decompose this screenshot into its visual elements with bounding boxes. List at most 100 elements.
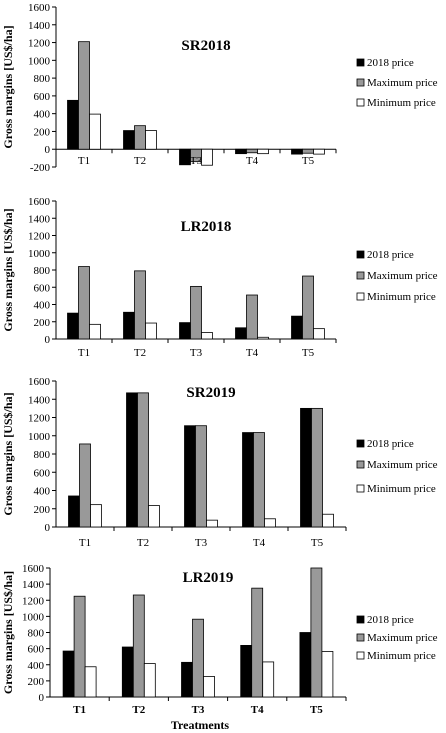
panel-2-y-tick-label: 0 (45, 334, 51, 346)
panel-4-legend-swatch (356, 615, 365, 624)
panel-2-bar-t3-maximum-price (190, 285, 202, 340)
panel-4-legend-swatch (356, 651, 365, 660)
panel-1-y-tick-label: 600 (34, 91, 51, 103)
panel-3-legend-swatch (356, 484, 365, 493)
panel-3-bar-t5-2018-price (300, 407, 312, 528)
panel-3-bar-t4-maximum-price (253, 432, 265, 528)
panel-1-sr2018: -200 0 200 400 600 800 1000 1200 1400 1600 T1 T2 T3 T… (1, 2, 438, 174)
panel-2-category-label: T4 (246, 347, 259, 359)
panel-1-bar-t5-minimum-price (313, 148, 325, 155)
panel-1-y-tick-label: -200 (30, 162, 51, 174)
panel-4-x-axis-label: Treatments (171, 718, 230, 732)
panel-4-bar-t2-minimum-price (143, 663, 156, 698)
panel-4-y-tick-label: 1600 (22, 563, 45, 575)
panel-4-y-tick-label: 1200 (22, 595, 45, 607)
panel-3-category-label: T2 (137, 537, 149, 549)
panel-1-bar-t4-2018-price (235, 148, 247, 155)
panel-2-category-label: T2 (134, 347, 146, 359)
panel-4-y-axis-label: Gross margins [US$/ha] (1, 571, 15, 694)
panel-4-bar-t3-maximum-price (192, 618, 204, 698)
panel-4-category-label: T1 (73, 704, 86, 716)
panel-3-y-tick-label: 0 (45, 522, 51, 534)
panel-2-lr2018: 0 200 400 600 800 1000 1200 1400 1600 T1 T2 T3 T4 T5 L… (1, 196, 438, 359)
panel-3-y-tick-label: 600 (34, 467, 51, 479)
panel-4-category-label: T4 (251, 704, 264, 716)
panel-2-legend-swatch (356, 250, 365, 259)
panel-3-bar-t4-2018-price (242, 432, 254, 528)
panel-4-bar-t1-maximum-price (73, 595, 86, 698)
panel-2-y-axis-label: Gross margins [US$/ha] (1, 208, 15, 331)
panel-4-category-label: T5 (310, 704, 323, 716)
panel-2-bar-t4-maximum-price (246, 294, 258, 340)
panel-2-legend-label: Maximum price (367, 270, 438, 282)
panel-1-bar-t2-minimum-price (145, 130, 157, 150)
panel-3-legend-label: Maximum price (367, 459, 438, 471)
panel-4-category-label: T3 (192, 704, 205, 716)
panel-2-bar-t1-minimum-price (89, 323, 101, 340)
panel-1-legend-swatch (356, 78, 365, 87)
panel-2-bar-t1-2018-price (67, 312, 79, 340)
panel-3-bar-t3-minimum-price (206, 519, 218, 528)
panel-3-y-tick-label: 800 (34, 449, 51, 461)
panel-1-category-label: T2 (134, 155, 146, 167)
panel-4-y-tick-label: 800 (28, 628, 45, 640)
panel-4-legend-label: Maximum price (367, 632, 438, 644)
panel-4-bar-t5-maximum-price (310, 567, 323, 698)
panel-2-legend-swatch (356, 292, 365, 301)
panel-2-title: LR2018 (181, 219, 232, 235)
panel-4-bar-t2-maximum-price (132, 594, 145, 698)
panel-2-bar-t3-2018-price (179, 322, 191, 340)
panel-4-bar-t3-2018-price (181, 661, 193, 698)
panel-4-bar-t3-minimum-price (203, 676, 215, 698)
panel-3-y-tick-label: 400 (34, 486, 51, 498)
panel-3-bar-t5-minimum-price (322, 513, 334, 528)
panel-3-y-axis-label: Gross margins [US$/ha] (1, 392, 15, 515)
panel-1-y-tick-label: 400 (34, 109, 51, 121)
panel-3-y-tick-label: 1600 (28, 376, 51, 388)
panel-4-legend-label: Minimum price (367, 650, 436, 662)
panel-3-legend-label: Minimum price (367, 483, 436, 495)
panel-1-category-label: T4 (246, 155, 259, 167)
panel-1-legend-label: Minimum price (367, 97, 436, 109)
panel-2-y-tick-label: 1400 (28, 213, 51, 225)
panel-3-title: SR2019 (186, 385, 235, 401)
panel-3-category-label: T1 (79, 537, 91, 549)
panel-3-y-tick-label: 1000 (28, 431, 51, 443)
panel-2-bar-t1-maximum-price (78, 266, 90, 340)
panel-3-y-tick-label: 200 (34, 504, 51, 516)
panel-2-y-tick-label: 600 (34, 282, 51, 294)
panel-1-legend-swatch (356, 58, 365, 67)
panel-4-bar-t4-minimum-price (262, 661, 275, 698)
panel-2-y-tick-label: 400 (34, 300, 51, 312)
panel-4-bar-t2-2018-price (121, 646, 134, 698)
panel-4-legend-label: 2018 price (367, 614, 414, 626)
panel-4-bar-t1-minimum-price (84, 666, 97, 698)
panel-3-bar-t5-maximum-price (311, 407, 323, 528)
panel-1-y-tick-label: 1200 (28, 38, 51, 50)
panel-2-bar-t2-maximum-price (134, 270, 146, 340)
panel-2-bar-t4-minimum-price (257, 336, 269, 340)
panel-2-bar-t5-2018-price (291, 315, 303, 340)
panel-1-category-label: T5 (302, 155, 315, 167)
panel-1-bar-t3-minimum-price (201, 148, 213, 166)
panel-2-bar-t5-minimum-price (313, 328, 325, 340)
panel-2-legend-swatch (356, 271, 365, 280)
panel-2-category-label: T3 (190, 347, 203, 359)
panel-1-legend-label: 2018 price (367, 57, 414, 69)
panel-2-y-tick-label: 200 (34, 317, 51, 329)
panel-4-bar-t5-2018-price (299, 632, 312, 698)
panel-4-y-tick-label: 200 (28, 676, 45, 688)
panel-4-category-label: T2 (132, 704, 145, 716)
panel-3-sr2019: 0 200 400 600 800 1000 1200 1400 1600 T1 T2 T3 T4 T5 S… (1, 376, 438, 549)
panel-1-y-tick-label: 800 (34, 73, 51, 85)
panel-4-y-tick-label: 1400 (22, 579, 45, 591)
panel-3-bar-t2-minimum-price (148, 505, 160, 528)
panel-3-bar-t2-2018-price (126, 392, 138, 528)
panel-3-legend-label: 2018 price (367, 438, 414, 450)
panel-2-y-tick-label: 1000 (28, 248, 51, 260)
panel-3-y-tick-label: 1200 (28, 413, 51, 425)
panel-4-y-tick-label: 400 (28, 660, 45, 672)
panel-2-y-tick-label: 800 (34, 265, 51, 277)
